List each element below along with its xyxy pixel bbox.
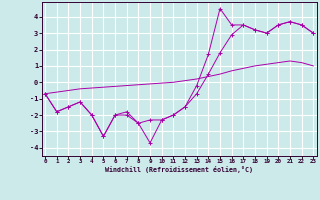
X-axis label: Windchill (Refroidissement éolien,°C): Windchill (Refroidissement éolien,°C) [105, 166, 253, 173]
